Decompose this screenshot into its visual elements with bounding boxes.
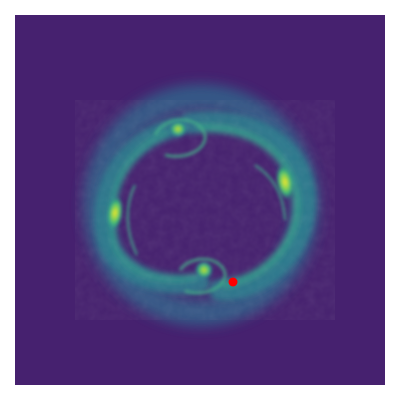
heatmap-canvas [15,15,385,385]
heatmap-plot [15,15,385,385]
red-marker-point [228,277,238,287]
noise-texture [75,100,335,320]
